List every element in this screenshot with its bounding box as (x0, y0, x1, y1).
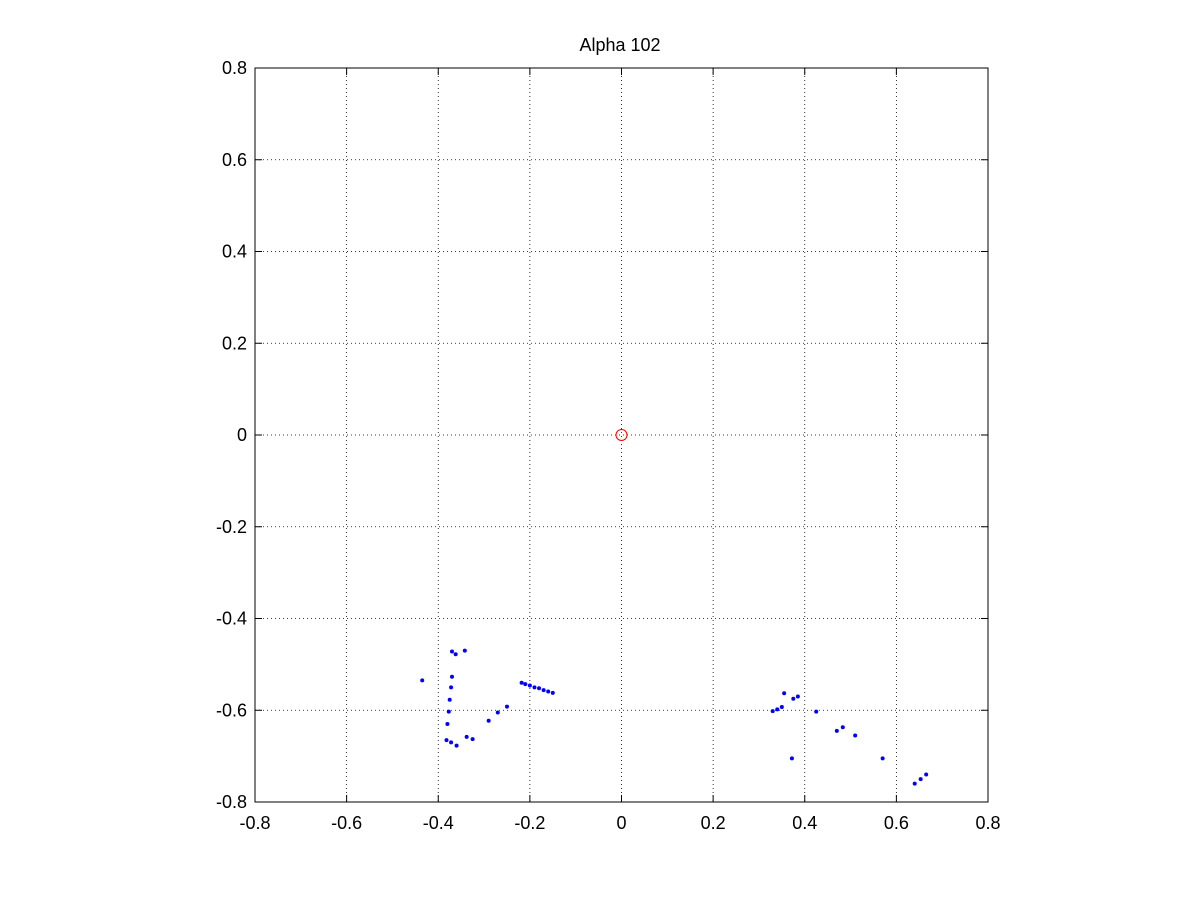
plot-frame (254, 67, 989, 803)
data-point (449, 674, 454, 679)
data-point (449, 649, 454, 654)
y-tick-label: 0.6 (222, 150, 247, 170)
data-point (791, 696, 796, 701)
data-point (527, 683, 532, 688)
data-point (445, 722, 450, 727)
data-point (795, 694, 800, 699)
data-point (880, 756, 885, 761)
data-point (470, 737, 475, 742)
x-tick-label: 0.4 (792, 813, 817, 833)
x-tick-label: -0.8 (239, 813, 270, 833)
x-tick-label: 0.6 (884, 813, 909, 833)
x-tick-label: 0.2 (701, 813, 726, 833)
data-point (789, 756, 794, 761)
data-point (782, 691, 787, 696)
data-point (924, 772, 929, 777)
plot-area (254, 67, 989, 803)
data-point (550, 690, 555, 695)
chart-title: Alpha 102 (579, 35, 660, 55)
data-point (853, 733, 858, 738)
data-point (504, 704, 509, 709)
data-point (519, 680, 524, 685)
data-point (447, 697, 452, 702)
data-point (464, 734, 469, 739)
data-point (532, 685, 537, 690)
x-tick-label: 0.8 (975, 813, 1000, 833)
x-tick-label: -0.2 (514, 813, 545, 833)
data-point (546, 689, 551, 694)
data-point (775, 707, 780, 712)
data-point (541, 688, 546, 693)
y-tick-labels: -0.8 -0.6 -0.4 -0.2 0 0.2 0.4 0.6 0.8 (216, 58, 247, 812)
y-tick-label: -0.4 (216, 609, 247, 629)
data-point (462, 648, 467, 653)
data-point (420, 678, 425, 683)
origin-marker (615, 429, 628, 441)
y-tick-label: 0.8 (222, 58, 247, 78)
data-point (453, 652, 458, 657)
x-tick-label: 0 (616, 813, 626, 833)
data-point (814, 709, 819, 714)
data-point (486, 718, 491, 723)
data-point (779, 705, 784, 710)
data-point (449, 685, 454, 690)
data-points (420, 429, 929, 786)
data-point (495, 710, 500, 715)
data-point (523, 682, 528, 687)
y-tick-label: -0.2 (216, 517, 247, 537)
x-tick-label: -0.4 (423, 813, 454, 833)
data-point (454, 743, 459, 748)
data-point (912, 781, 917, 786)
y-tick-label: 0.2 (222, 333, 247, 353)
y-tick-label: -0.8 (216, 792, 247, 812)
data-point (834, 728, 839, 733)
x-tick-label: -0.6 (331, 813, 362, 833)
y-tick-label: 0 (237, 425, 247, 445)
data-point (840, 725, 845, 730)
y-tick-label: -0.6 (216, 700, 247, 720)
data-point (770, 709, 775, 714)
data-point (444, 738, 449, 743)
data-point (446, 709, 451, 714)
data-point (918, 777, 923, 782)
data-point (449, 740, 454, 745)
data-point (537, 686, 542, 691)
x-tick-labels: -0.8 -0.6 -0.4 -0.2 0 0.2 0.4 0.6 0.8 (239, 813, 1000, 833)
y-tick-label: 0.4 (222, 242, 247, 262)
